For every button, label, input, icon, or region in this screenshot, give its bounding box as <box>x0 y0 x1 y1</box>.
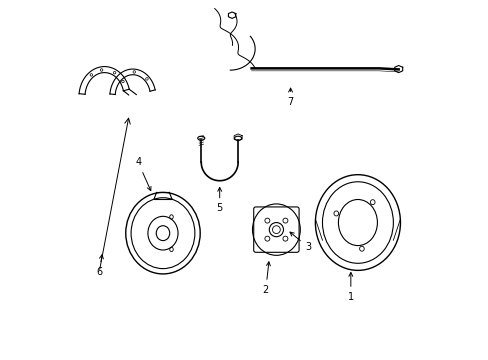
Text: 1: 1 <box>347 273 353 302</box>
Text: 5: 5 <box>216 188 223 213</box>
Text: 3: 3 <box>289 232 311 252</box>
Text: 2: 2 <box>262 262 270 295</box>
Text: 4: 4 <box>135 157 151 191</box>
Text: 7: 7 <box>287 88 293 107</box>
Text: 6: 6 <box>96 255 103 277</box>
